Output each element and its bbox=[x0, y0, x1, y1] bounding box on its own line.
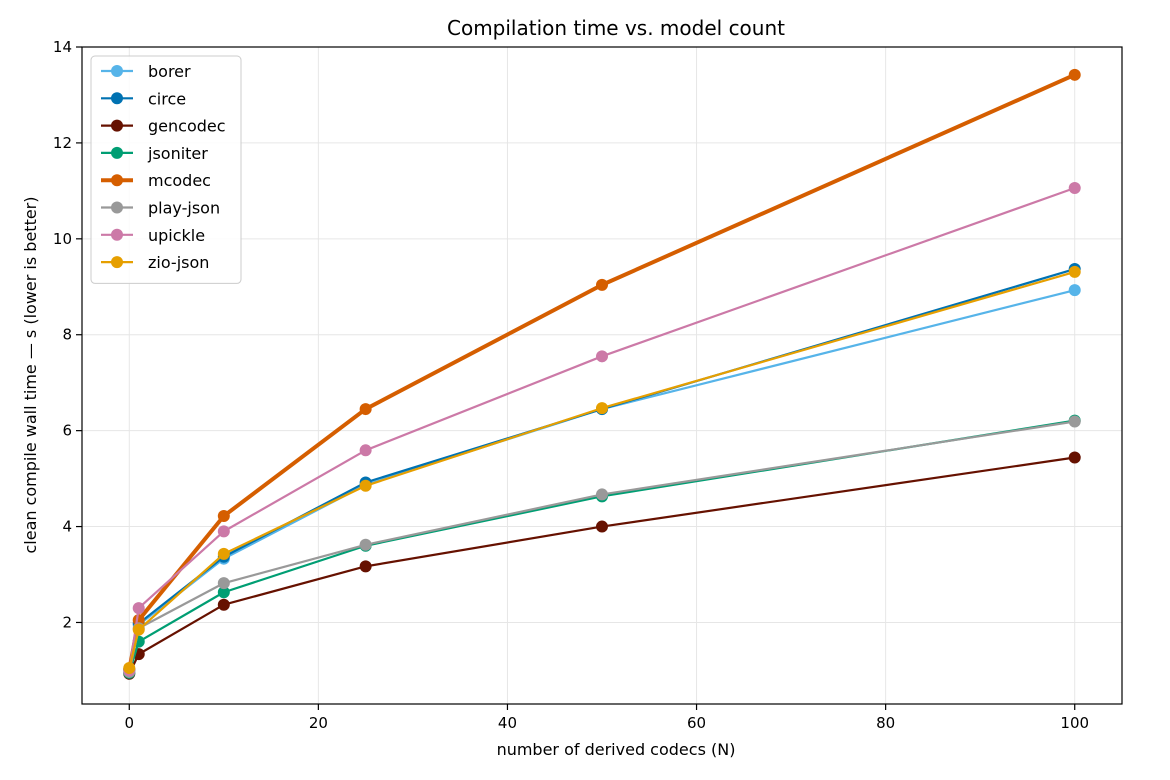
data-point-upickle bbox=[132, 602, 145, 615]
series-line-mcodec bbox=[127, 72, 1076, 670]
legend-item-borer: borer bbox=[101, 62, 191, 81]
legend-item-play-json: play-json bbox=[101, 199, 220, 218]
series-line-play-json bbox=[128, 420, 1075, 673]
legend-box bbox=[90, 55, 242, 284]
x-tick-label: 100 bbox=[1060, 714, 1089, 732]
legend-item-mcodec: mcodec bbox=[101, 171, 211, 190]
data-point-zio-json bbox=[596, 402, 608, 415]
axis-ticks: 0 20 40 60 80 100 2 4 6 8 10 12 14 bbox=[53, 38, 1089, 732]
series-line-zio-json bbox=[128, 270, 1076, 669]
data-point-upickle bbox=[359, 444, 372, 457]
y-axis-label: clean compile wall time — s (lower is be… bbox=[21, 196, 40, 553]
x-tick-label: 60 bbox=[687, 714, 706, 732]
data-point-mcodec bbox=[596, 278, 608, 291]
legend-swatch-marker bbox=[111, 201, 123, 214]
data-point-play-json bbox=[359, 538, 372, 551]
data-point-jsoniter bbox=[217, 586, 230, 599]
data-point-play-json bbox=[217, 577, 230, 590]
data-point-play-json bbox=[1068, 415, 1081, 428]
legend-swatch-marker bbox=[111, 174, 123, 187]
series-borer bbox=[123, 284, 1081, 677]
data-point-gencodec bbox=[217, 598, 230, 611]
series-line-upickle bbox=[128, 186, 1076, 671]
x-tick-label: 80 bbox=[876, 714, 895, 732]
legend-swatch-marker bbox=[111, 228, 123, 241]
data-point-mcodec bbox=[359, 403, 372, 416]
x-tick-label: 40 bbox=[498, 714, 517, 732]
legend-swatch-marker bbox=[111, 256, 123, 269]
legend-swatch-marker bbox=[111, 65, 123, 77]
legend-label: mcodec bbox=[148, 171, 211, 190]
y-tick-label: 14 bbox=[53, 38, 72, 56]
legend-item-circe: circe bbox=[101, 89, 186, 108]
data-point-gencodec bbox=[359, 560, 372, 573]
data-point-zio-json bbox=[1068, 265, 1081, 278]
data-point-gencodec bbox=[1068, 451, 1081, 464]
x-tick-label: 0 bbox=[124, 714, 134, 732]
data-point-mcodec bbox=[217, 510, 230, 523]
series-play-json bbox=[123, 415, 1081, 678]
legend-item-gencodec: gencodec bbox=[101, 117, 226, 136]
legend-item-upickle: upickle bbox=[101, 226, 205, 245]
legend: borer circe gencodec jsoniter mcodec play-jso… bbox=[90, 55, 242, 284]
legend-label: gencodec bbox=[148, 117, 226, 136]
legend-label: borer bbox=[148, 62, 191, 81]
series-layer bbox=[123, 68, 1081, 680]
series-jsoniter bbox=[123, 414, 1081, 679]
data-point-upickle bbox=[1068, 181, 1081, 194]
series-mcodec bbox=[123, 68, 1081, 676]
data-point-zio-json bbox=[217, 547, 230, 560]
legend-label: jsoniter bbox=[147, 144, 208, 163]
plot-frame bbox=[81, 46, 1123, 705]
data-point-gencodec bbox=[596, 520, 608, 533]
legend-item-jsoniter: jsoniter bbox=[101, 144, 208, 163]
data-point-mcodec bbox=[1068, 68, 1081, 81]
data-point-borer bbox=[1068, 284, 1081, 297]
data-point-play-json bbox=[596, 488, 608, 501]
series-upickle bbox=[123, 181, 1081, 677]
legend-swatch-marker bbox=[111, 92, 123, 105]
series-line-jsoniter bbox=[128, 419, 1075, 674]
y-tick-label: 8 bbox=[62, 326, 72, 344]
x-axis-label: number of derived codecs (N) bbox=[497, 740, 736, 759]
y-tick-label: 12 bbox=[53, 134, 72, 152]
legend-label: circe bbox=[148, 89, 186, 108]
y-tick-label: 4 bbox=[62, 518, 72, 536]
y-tick-label: 10 bbox=[53, 230, 72, 248]
legend-swatch-marker bbox=[111, 146, 123, 159]
data-point-upickle bbox=[596, 350, 608, 363]
data-point-zio-json bbox=[359, 479, 372, 492]
series-line-circe bbox=[128, 267, 1076, 670]
legend-item-zio-json: zio-json bbox=[101, 253, 209, 272]
y-tick-label: 2 bbox=[62, 613, 72, 631]
series-zio-json bbox=[123, 265, 1081, 675]
chart-title: Compilation time vs. model count bbox=[447, 16, 785, 40]
data-point-zio-json bbox=[132, 623, 145, 636]
legend-label: upickle bbox=[148, 226, 205, 245]
legend-label: play-json bbox=[148, 199, 220, 218]
data-point-upickle bbox=[217, 525, 230, 538]
data-point-zio-json bbox=[123, 662, 136, 675]
legend-label: zio-json bbox=[148, 253, 209, 272]
legend-swatch-marker bbox=[111, 119, 123, 132]
x-tick-label: 20 bbox=[309, 714, 328, 732]
y-tick-label: 6 bbox=[62, 422, 72, 440]
